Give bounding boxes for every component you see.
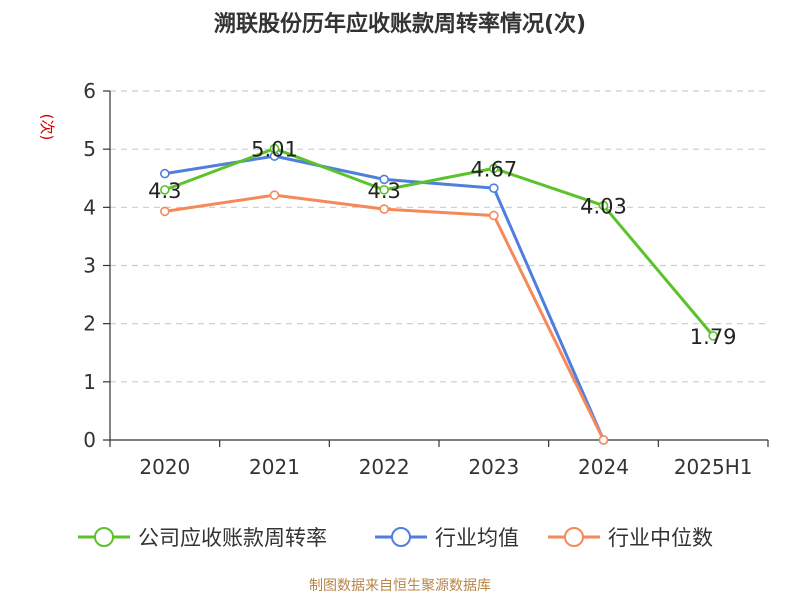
data-label: 4.67 [470,157,517,181]
data-point [598,435,609,445]
y-tick-label: 5 [83,137,96,161]
x-tick-label: 2022 [359,455,410,479]
data-label: 4.3 [148,179,181,203]
legend-swatch-marker [94,527,114,547]
x-tick-label: 2023 [468,455,519,479]
data-point [160,185,170,195]
data-point [489,163,499,174]
data-label: 4.03 [580,195,627,219]
data-point [269,143,280,154]
x-tick-label: 2021 [249,455,300,479]
data-point [489,210,499,221]
series-line-2 [164,193,605,441]
x-tick-label: 2024 [578,455,629,479]
data-point [379,204,389,214]
data-point [379,174,389,185]
legend-swatch-marker [391,527,411,547]
data-label: 4.3 [367,179,400,203]
y-tick-label: 1 [83,370,96,394]
data-point [269,190,280,200]
chart-title: 溯联股份历年应收账款周转率情况(次) [213,12,587,37]
y-tick-label: 6 [83,79,96,103]
y-tick-label: 2 [83,312,96,336]
data-point [489,183,499,193]
data-source-note: 制图数据来自恒生聚源数据库 [309,578,491,594]
series-line-0 [164,147,715,337]
data-label: 1.79 [690,325,737,349]
data-point [708,331,718,341]
legend-label: 行业均值 [435,526,519,550]
data-point [160,168,170,179]
y-tick-label: 0 [83,428,96,452]
legend-label: 公司应收账款周转率 [138,526,327,550]
data-point [160,206,170,217]
y-tick-label: 3 [83,254,96,278]
data-point [379,185,389,195]
y-tick-label: 4 [83,195,96,219]
x-tick-label: 2020 [139,455,190,479]
data-label: 5.01 [251,138,298,162]
legend-label: 行业中位数 [608,526,713,550]
data-point [598,200,609,211]
x-tick-label: 2025H1 [674,455,753,479]
legend-swatch-marker [564,527,584,547]
